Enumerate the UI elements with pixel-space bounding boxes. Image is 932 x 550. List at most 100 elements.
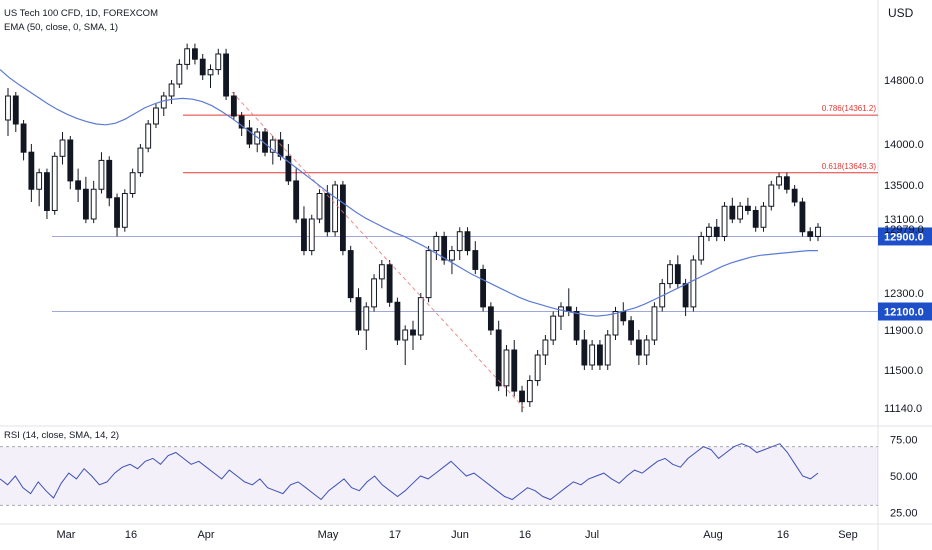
candle-bull [737, 205, 744, 220]
candle-bull [690, 259, 697, 308]
candle-bear [301, 218, 307, 252]
candle-bull [550, 315, 557, 341]
candle-bull [534, 354, 541, 382]
candle-bull [121, 193, 128, 228]
candle-bull [425, 250, 432, 299]
ema-indicator-label: EMA (50, close, 0, SMA, 1) [4, 22, 119, 33]
candle-bear [386, 264, 393, 303]
candle-bear [799, 201, 806, 233]
price-tick-label: 12979.0 [884, 224, 924, 236]
rsi-indicator-label: RSI (14, close, SMA, 14, 2) [4, 430, 120, 441]
rsi-line [0, 443, 819, 501]
price-tick-label: 13500.0 [884, 180, 924, 192]
candle-bear [744, 205, 751, 211]
price-tag-0 [878, 227, 932, 246]
candle-bull [168, 83, 175, 97]
candle-bull [269, 139, 276, 153]
candle-bull [129, 172, 136, 194]
symbol-title: US Tech 100 CFD, 1D, FOREXCOM [4, 8, 158, 19]
candle-bull [721, 205, 728, 237]
price-tag-label-0: 12900.0 [884, 231, 924, 243]
candle-bull [651, 306, 658, 341]
candle-bear [238, 115, 245, 129]
price-tick-label: 11900.0 [884, 325, 923, 337]
price-tag-1 [878, 302, 932, 321]
candle-bear [519, 390, 525, 403]
time-tick-label: Jul [585, 529, 599, 541]
time-tick-label: 16 [777, 529, 789, 541]
candle-bull [137, 147, 144, 174]
candle-bull [153, 107, 159, 125]
trend-line [231, 91, 525, 409]
candle-bear [807, 231, 814, 237]
time-tick-label: Apr [197, 529, 214, 541]
price-tick-label: 11140.0 [884, 403, 922, 415]
candle-bull [160, 95, 167, 109]
time-tick-label: 16 [519, 529, 531, 541]
candle-bull [98, 159, 105, 190]
candle-bear [347, 250, 354, 299]
candle-bull [215, 53, 222, 71]
price-tick-label: 12300.0 [884, 288, 924, 300]
candle-bull [526, 380, 533, 403]
price-tick-label: 11500.0 [884, 365, 923, 377]
candle-bear [285, 155, 292, 182]
candle-bear [394, 301, 401, 341]
candle-bull [612, 311, 619, 336]
candle-bull [51, 155, 58, 212]
candle-bear [487, 306, 494, 331]
time-tick-label: Aug [703, 529, 723, 541]
candle-bear [28, 151, 35, 190]
time-tick-label: May [318, 529, 339, 541]
candle-bear [472, 250, 479, 270]
candle-bear [620, 311, 627, 322]
candle-bear [581, 339, 588, 366]
candle-bull [667, 264, 673, 285]
candle-bull [184, 48, 191, 65]
candle-bear [223, 53, 229, 97]
candle-bull [776, 176, 782, 186]
candle-bear [75, 180, 82, 190]
candle-bear [12, 95, 19, 125]
candle-bull [503, 349, 510, 387]
candle-bear [82, 188, 89, 220]
time-tick-label: Jun [451, 529, 469, 541]
candle-bear [230, 95, 237, 117]
time-tick-label: 16 [125, 529, 137, 541]
candle-bear [355, 297, 362, 331]
candle-bear [783, 176, 790, 190]
candle-bull [604, 334, 611, 366]
candle-bull [706, 226, 712, 237]
candle-bull [760, 205, 767, 228]
candle-bear [192, 48, 198, 60]
candle-bear [674, 264, 681, 285]
candle-bull [36, 172, 43, 190]
candle-bear [464, 231, 471, 252]
rsi-tick-label: 25.00 [890, 508, 918, 520]
rsi-tick-label: 50.00 [890, 471, 918, 483]
candle-bear [441, 235, 448, 261]
candle-bear [67, 139, 74, 182]
candle-bear [480, 268, 487, 308]
candle-bear [246, 127, 253, 145]
candle-bull [768, 184, 775, 207]
candle-bull [417, 297, 424, 336]
candle-bull [207, 69, 214, 76]
candle-bull [456, 231, 463, 252]
candle-bear [511, 349, 518, 392]
candle-bear [729, 205, 736, 220]
candle-bull [332, 184, 339, 233]
candle-bear [635, 339, 642, 356]
time-tick-label: Mar [57, 529, 76, 541]
candle-bear [199, 58, 206, 76]
candle-bear [339, 184, 346, 252]
candle-bear [495, 329, 502, 387]
candle-bull [402, 329, 409, 341]
candle-bull [378, 264, 385, 280]
candle-bull [59, 139, 66, 157]
candle-bull [558, 306, 564, 317]
candle-bear [573, 311, 580, 341]
candle-bull [145, 123, 152, 149]
